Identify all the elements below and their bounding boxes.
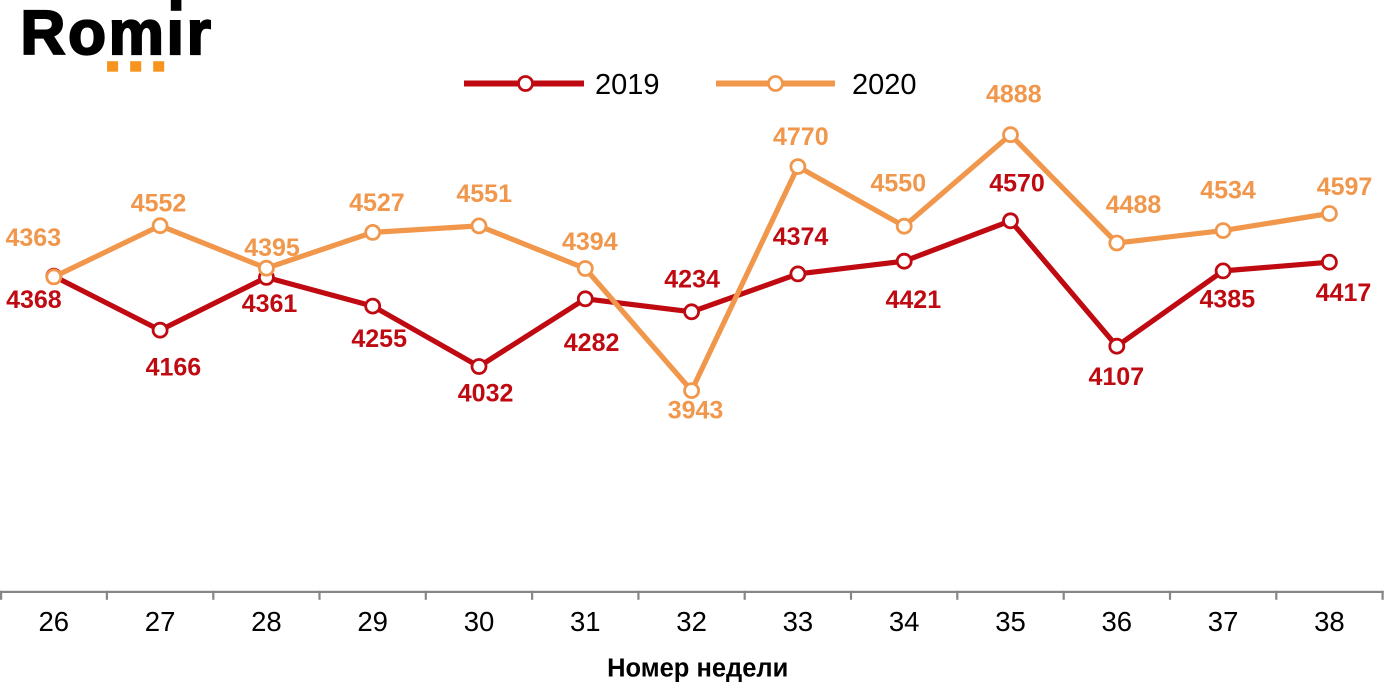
svg-text:4282: 4282 xyxy=(564,329,620,357)
svg-text:4363: 4363 xyxy=(5,224,61,252)
svg-text:4597: 4597 xyxy=(1317,173,1373,201)
svg-text:30: 30 xyxy=(464,606,495,637)
svg-text:4534: 4534 xyxy=(1200,177,1256,205)
svg-text:4417: 4417 xyxy=(1316,279,1372,307)
svg-text:34: 34 xyxy=(889,606,920,637)
svg-text:4570: 4570 xyxy=(989,169,1045,197)
svg-text:4032: 4032 xyxy=(458,380,514,408)
svg-text:4385: 4385 xyxy=(1199,286,1255,314)
svg-text:4107: 4107 xyxy=(1088,363,1144,391)
svg-text:4234: 4234 xyxy=(664,266,720,294)
svg-text:4552: 4552 xyxy=(131,190,187,218)
svg-text:4488: 4488 xyxy=(1106,191,1162,219)
svg-text:37: 37 xyxy=(1208,606,1239,637)
svg-text:38: 38 xyxy=(1314,606,1345,637)
svg-text:3943: 3943 xyxy=(668,396,724,424)
svg-text:2019: 2019 xyxy=(595,69,660,101)
svg-text:4394: 4394 xyxy=(562,228,618,256)
svg-text:4361: 4361 xyxy=(242,290,298,318)
svg-text:4255: 4255 xyxy=(351,325,407,353)
svg-text:4888: 4888 xyxy=(986,80,1042,108)
svg-text:28: 28 xyxy=(251,606,282,637)
svg-text:4770: 4770 xyxy=(773,123,829,151)
svg-text:31: 31 xyxy=(570,606,601,637)
svg-text:4374: 4374 xyxy=(773,223,829,251)
svg-text:32: 32 xyxy=(676,606,707,637)
svg-text:27: 27 xyxy=(145,606,176,637)
svg-text:36: 36 xyxy=(1102,606,1133,637)
svg-text:4368: 4368 xyxy=(6,286,62,314)
svg-text:4550: 4550 xyxy=(870,169,926,197)
svg-text:4551: 4551 xyxy=(456,180,512,208)
svg-text:2020: 2020 xyxy=(852,69,917,101)
svg-text:26: 26 xyxy=(39,606,70,637)
svg-text:4421: 4421 xyxy=(885,286,941,314)
svg-text:35: 35 xyxy=(995,606,1026,637)
svg-text:4527: 4527 xyxy=(349,189,405,217)
svg-text:4166: 4166 xyxy=(146,354,202,382)
svg-text:4395: 4395 xyxy=(244,234,300,262)
svg-text:29: 29 xyxy=(357,606,388,637)
svg-text:33: 33 xyxy=(783,606,814,637)
svg-text:Номер недели: Номер недели xyxy=(607,654,788,682)
svg-text:Romir: Romir xyxy=(21,0,214,68)
